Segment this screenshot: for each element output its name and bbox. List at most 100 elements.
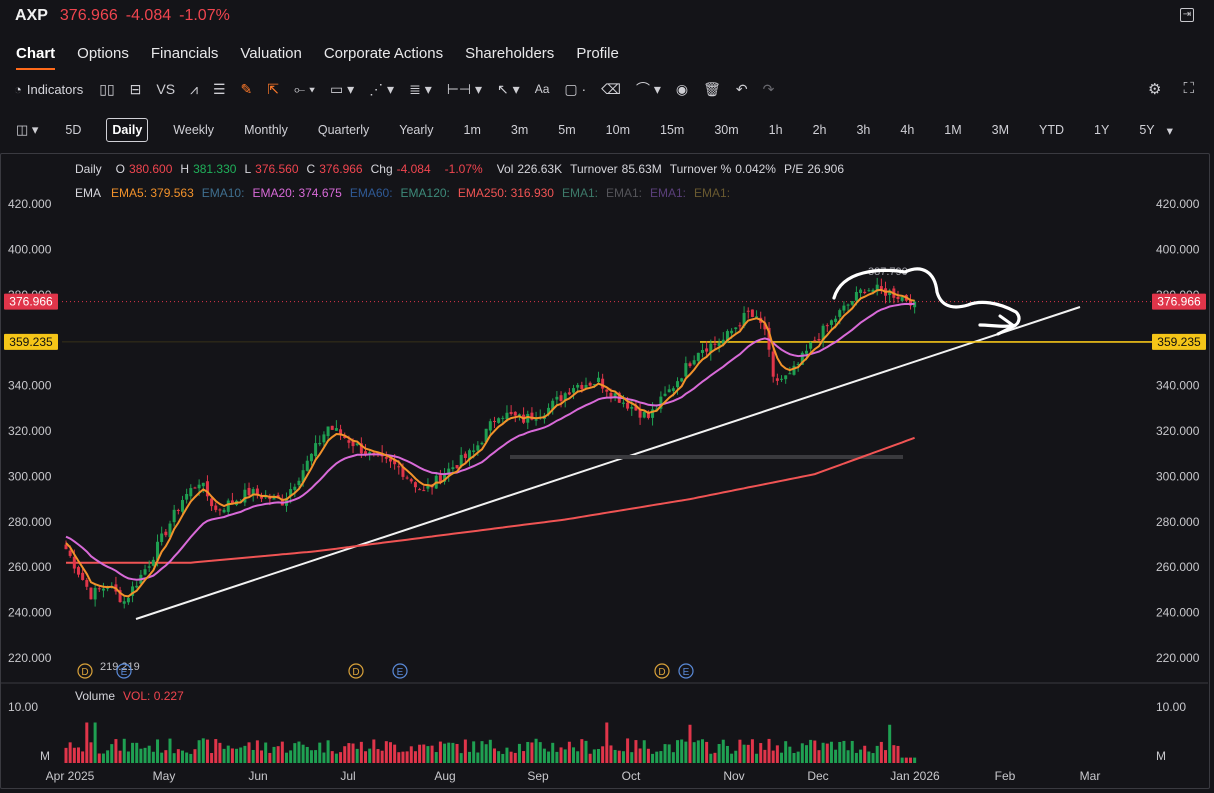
shape-tool-icon[interactable]: ▭ ▾ <box>330 80 355 97</box>
trash-icon[interactable]: 🗑 <box>703 80 721 97</box>
main-tabs: Chart Options Financials Valuation Corpo… <box>0 38 1214 70</box>
indicators-label: Indicators <box>26 81 84 97</box>
quote-header: AXP 376.966 -4.084 -1.07% ⇥ <box>0 0 1214 32</box>
layout-icon[interactable]: ⊟ <box>129 80 142 97</box>
tf-weekly[interactable]: Weekly <box>173 123 215 137</box>
turnover-pct-label: Turnover % <box>669 162 732 176</box>
tf-2h[interactable]: 2h <box>812 123 827 137</box>
tab-shareholders[interactable]: Shareholders <box>465 45 555 62</box>
high-value: 381.330 <box>193 162 237 176</box>
high-label: H <box>180 162 190 176</box>
ema10-value: EMA10: <box>201 186 245 200</box>
ema1a-value: EMA1: <box>561 186 598 200</box>
tf-quarterly[interactable]: Quarterly <box>317 123 370 137</box>
tf-1y[interactable]: 1Y <box>1094 123 1110 137</box>
legend-period: Daily <box>75 162 102 176</box>
volume-legend: Volume VOL: 0.227 <box>75 689 192 703</box>
eye-icon[interactable]: ◉ <box>675 80 689 97</box>
price-change: -4.084 <box>125 7 172 24</box>
settings-icon[interactable]: ⚙ <box>1148 81 1162 98</box>
indicators-icon: ◔ <box>14 81 22 97</box>
text-tool-button[interactable]: Aa <box>534 82 550 96</box>
tf-3h[interactable]: 3h <box>856 123 871 137</box>
tab-chart[interactable]: Chart <box>16 38 56 70</box>
ema120-value: EMA120: <box>400 186 450 200</box>
open-label: O <box>115 162 126 176</box>
tf-1m[interactable]: 1m <box>463 123 481 137</box>
fullscreen-icon[interactable]: ⛶ <box>1183 80 1194 97</box>
ema250-value: EMA250: 316.930 <box>457 186 554 200</box>
ema20-value: EMA20: 374.675 <box>252 186 342 200</box>
tab-profile[interactable]: Profile <box>576 45 619 62</box>
expand-icon[interactable]: ⇥ <box>1180 8 1194 22</box>
vol-label: Vol <box>496 162 514 176</box>
tf-10m[interactable]: 10m <box>605 123 630 137</box>
measure-tool-icon[interactable]: ⊢⊣ ▾ <box>446 80 483 97</box>
chg-pct-value: -1.07% <box>444 162 483 176</box>
cursor-icon[interactable]: ⇱ <box>267 80 280 97</box>
chg-value: -4.084 <box>396 162 431 176</box>
chg-label: Chg <box>370 162 393 176</box>
redo-icon[interactable]: ↷ <box>762 80 775 97</box>
ema60-value: EMA60: <box>349 186 393 200</box>
symbol: AXP <box>15 7 48 24</box>
tab-valuation[interactable]: Valuation <box>240 45 302 62</box>
tf-4h[interactable]: 4h <box>900 123 915 137</box>
tf-30m[interactable]: 30m <box>714 123 739 137</box>
comment-icon[interactable]: ▢ · <box>564 80 587 97</box>
eraser-icon[interactable]: ⌫ <box>601 80 621 97</box>
tf-3M[interactable]: 3M <box>991 123 1010 137</box>
tf-15m[interactable]: 15m <box>660 123 685 137</box>
brush-tool-icon[interactable]: ⌒ ▾ <box>635 81 661 97</box>
low-value: 376.560 <box>255 162 299 176</box>
line-tool-icon[interactable]: ⟜ ▾ <box>294 80 315 97</box>
turnover-pct-value: 0.042% <box>735 162 776 176</box>
turnover-label: Turnover <box>570 162 618 176</box>
ema1d-value: EMA1: <box>694 186 731 200</box>
tf-ytd[interactable]: YTD <box>1039 123 1065 137</box>
compare-button[interactable]: VS <box>156 81 176 97</box>
tf-monthly[interactable]: Monthly <box>244 123 288 137</box>
pe-label: P/E <box>783 162 804 176</box>
tf-5m[interactable]: 5m <box>558 123 576 137</box>
pencil-icon[interactable]: ✎ <box>240 80 253 97</box>
volume-value: VOL: 0.227 <box>123 689 184 703</box>
tf-1M[interactable]: 1M <box>944 123 962 137</box>
ema-label: EMA <box>75 186 102 200</box>
arrow-tool-icon[interactable]: ↖ ▾ <box>497 80 520 97</box>
turnover-value: 85.63M <box>621 162 662 176</box>
tab-corporate-actions[interactable]: Corporate Actions <box>323 45 444 62</box>
tf-3m[interactable]: 3m <box>510 123 529 137</box>
open-value: 380.600 <box>129 162 173 176</box>
last-price: 376.966 <box>59 7 118 24</box>
ema1b-value: EMA1: <box>605 186 642 200</box>
ema1c-value: EMA1: <box>650 186 687 200</box>
price-change-pct: -1.07% <box>179 7 230 24</box>
close-label: C <box>306 162 316 176</box>
tf-1h[interactable]: 1h <box>768 123 783 137</box>
tf-daily[interactable]: Daily <box>106 118 149 142</box>
tf-yearly[interactable]: Yearly <box>399 123 434 137</box>
candle-type-icon[interactable]: ▯▯ <box>99 80 115 97</box>
timeframe-bar: ◫ ▾ 5D Daily Weekly Monthly Quarterly Ye… <box>0 116 1214 144</box>
ohlc-legend: Daily O 380.600 H 381.330 L 376.560 C 376.96… <box>75 162 852 176</box>
fib-tool-icon[interactable]: ≣ ▾ <box>409 80 432 97</box>
tab-options[interactable]: Options <box>77 45 129 62</box>
chart-style-icon[interactable]: ⩘ <box>190 80 198 97</box>
close-value: 376.966 <box>319 162 363 176</box>
tf-5y[interactable]: 5Y <box>1139 123 1155 137</box>
volume-label: Volume <box>75 689 116 703</box>
tab-financials[interactable]: Financials <box>150 45 219 62</box>
undo-icon[interactable]: ↶ <box>735 80 748 97</box>
pattern-tool-icon[interactable]: ⋰ ▾ <box>369 80 395 97</box>
vol-value: 226.63K <box>517 162 563 176</box>
chart-panel[interactable]: Daily O 380.600 H 381.330 L 376.560 C 376.96… <box>0 153 1210 789</box>
pe-value: 26.906 <box>807 162 845 176</box>
indicators-button[interactable]: ◔ Indicators <box>14 82 83 97</box>
ema-legend: EMA EMA5: 379.563 EMA10: EMA20: 374.675 … <box>75 186 738 200</box>
tf-more-chevron-icon[interactable]: ▾ <box>1166 123 1173 138</box>
sidebar-toggle-icon[interactable]: ◫ ▾ <box>16 122 39 137</box>
tf-5d[interactable]: 5D <box>65 123 82 137</box>
list-icon[interactable]: ☰ <box>212 80 226 97</box>
drawing-toolbar: ◔ Indicators ▯▯ ⊟ VS ⩘ ☰ ✎ ⇱ ⟜ ▾ ▭ ▾ ⋰ ▾… <box>0 74 1214 104</box>
